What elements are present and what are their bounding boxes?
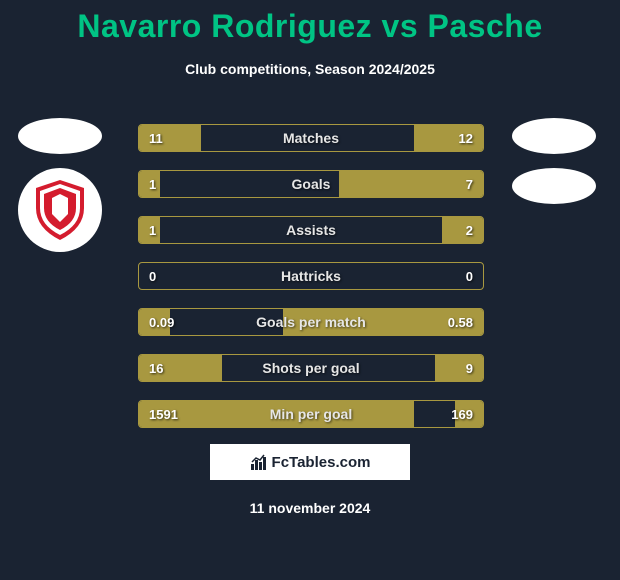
bar-value-left: 0.09 (149, 309, 174, 335)
bar-label: Min per goal (139, 401, 483, 427)
bar-value-left: 11 (149, 125, 163, 151)
page-subtitle: Club competitions, Season 2024/2025 (0, 61, 620, 77)
bar-value-left: 1 (149, 171, 156, 197)
bar-value-left: 1 (149, 217, 156, 243)
stat-row: Shots per goal16 9 (138, 354, 484, 382)
right-player-badges (512, 118, 602, 218)
shield-icon (32, 178, 88, 242)
bar-value-right: 12 (459, 125, 473, 151)
bar-value-left: 1591 (149, 401, 178, 427)
club-badge-left (18, 168, 102, 252)
stats-bars: Matches1112Goals17Assists12Hattricks00Go… (138, 124, 484, 446)
bar-value-right: 0 (466, 263, 473, 289)
stat-row: Min per goal1591 169 (138, 400, 484, 428)
badge-oval-right-1 (512, 118, 596, 154)
stat-row: Assists1 2 (138, 216, 484, 244)
chart-icon (250, 453, 268, 471)
stat-row: Goals per match0.09 0.58 (138, 308, 484, 336)
bar-value-right: 2 (466, 217, 473, 243)
left-player-badges (18, 118, 108, 252)
bar-value-right: 7 (466, 171, 473, 197)
bar-label: Goals (139, 171, 483, 197)
stat-row: Goals1 7 (138, 170, 484, 198)
footer-logo: FcTables.com (210, 444, 410, 480)
bar-value-left: 16 (149, 355, 163, 381)
bar-label: Matches (139, 125, 483, 151)
bar-value-right: 169 (451, 401, 473, 427)
footer-date: 11 november 2024 (0, 500, 620, 516)
bar-value-right: 9 (466, 355, 473, 381)
footer-logo-text: FcTables.com (272, 454, 371, 471)
bar-value-left: 0 (149, 263, 156, 289)
bar-label: Goals per match (139, 309, 483, 335)
bar-label: Assists (139, 217, 483, 243)
stat-row: Hattricks0 0 (138, 262, 484, 290)
bar-label: Hattricks (139, 263, 483, 289)
page-title: Navarro Rodriguez vs Pasche (0, 0, 620, 45)
badge-oval-right-2 (512, 168, 596, 204)
badge-oval-left (18, 118, 102, 154)
stat-row: Matches11 12 (138, 124, 484, 152)
bar-value-right: 0.58 (448, 309, 473, 335)
bar-label: Shots per goal (139, 355, 483, 381)
